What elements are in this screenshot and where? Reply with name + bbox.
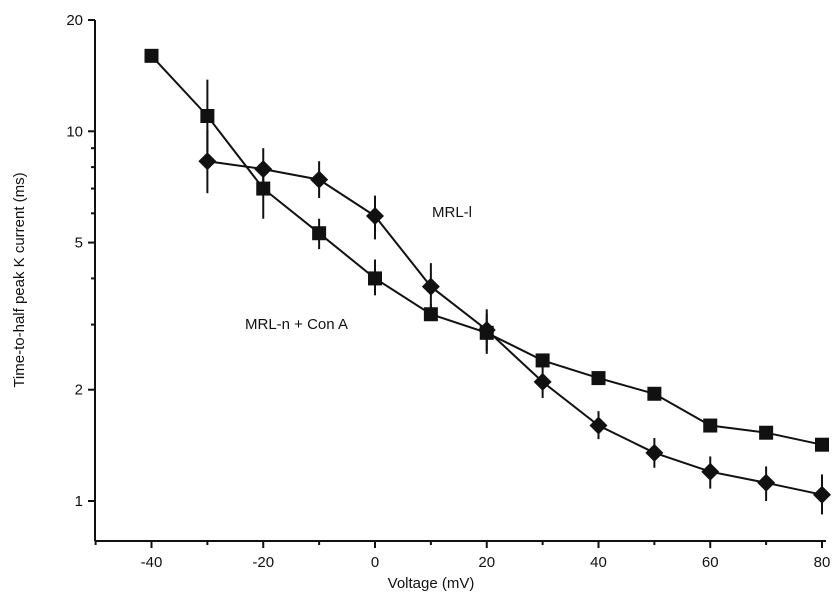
y-axis-label: Time-to-half peak K current (ms) [11, 172, 28, 387]
data-point-mrl-n-con-a [591, 371, 606, 386]
x-tick-label: 20 [478, 554, 495, 571]
data-point-mrl-n-con-a [479, 325, 494, 340]
data-point-mrl-n-con-a [815, 437, 829, 452]
data-point-mrl-l [645, 443, 664, 462]
data-point-mrl-l [589, 416, 608, 435]
data-point-mrl-l [421, 277, 440, 296]
x-tick-label: 60 [702, 554, 719, 571]
y-tick-label: 1 [75, 493, 83, 510]
axes: -40 -20 0 20 40 60 80 1 2 5 10 20 [66, 12, 830, 571]
data-point-mrl-n-con-a [647, 386, 662, 401]
data-point-mrl-n-con-a [368, 271, 382, 286]
x-tick-label: 80 [814, 554, 831, 571]
data-point-mrl-n-con-a [200, 108, 215, 123]
annotations: MRL-l MRL-n + Con A [245, 204, 472, 333]
y-tick-label: 10 [66, 123, 83, 140]
y-tick-label: 20 [66, 12, 83, 29]
data-point-mrl-l [533, 372, 552, 391]
annotation-mrl-n-con-a: MRL-n + Con A [245, 316, 348, 333]
series-line-mrl-l [207, 160, 823, 496]
series-lines [150, 55, 823, 496]
data-point-mrl-l [757, 473, 776, 492]
annotation-mrl-l: MRL-l [432, 204, 472, 221]
data-point-mrl-n-con-a [144, 48, 159, 63]
y-tick-label: 2 [75, 382, 83, 399]
x-tick-label: 40 [590, 554, 607, 571]
data-point-mrl-l [813, 485, 831, 504]
data-point-mrl-n-con-a [535, 353, 550, 368]
data-point-mrl-l [254, 160, 273, 179]
x-tick-label: -20 [252, 554, 274, 571]
data-point-mrl-l [198, 152, 217, 171]
data-point-mrl-l [310, 170, 329, 189]
data-point-mrl-l [701, 462, 720, 481]
data-point-mrl-n-con-a [759, 425, 774, 440]
data-point-mrl-n-con-a [423, 307, 438, 322]
data-point-mrl-n-con-a [703, 418, 718, 433]
data-markers [144, 48, 831, 504]
x-axis-label: Voltage (mV) [388, 575, 475, 592]
data-point-mrl-n-con-a [256, 181, 271, 196]
series-line-mrl-n-con-a [150, 55, 823, 446]
data-point-mrl-n-con-a [312, 226, 327, 241]
x-tick-label: 0 [371, 554, 379, 571]
error-bars [206, 79, 823, 515]
x-tick-label: -40 [141, 554, 163, 571]
y-tick-label: 5 [75, 235, 83, 252]
data-point-mrl-l [366, 207, 384, 226]
